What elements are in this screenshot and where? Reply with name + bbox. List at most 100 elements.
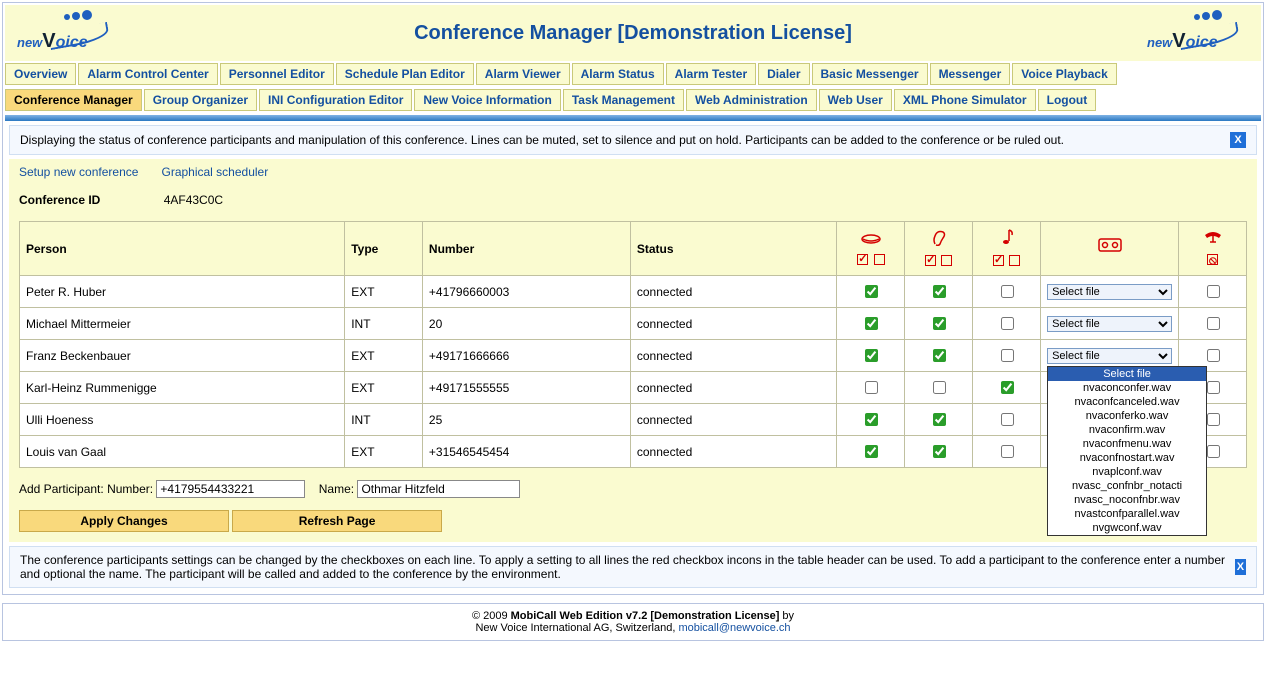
logo-right: newVoice (1143, 9, 1253, 57)
menu-item-xml-phone-simulator[interactable]: XML Phone Simulator (894, 89, 1036, 111)
close-icon[interactable]: X (1230, 132, 1246, 148)
ear-checkbox[interactable] (933, 285, 946, 298)
music-all-off[interactable] (1009, 255, 1020, 266)
mouth-checkbox[interactable] (865, 445, 878, 458)
info-text-bottom: The conference participants settings can… (20, 553, 1235, 581)
hangup-icon (1185, 229, 1240, 250)
participants-table: Person Type Number Status (19, 221, 1247, 468)
col-ear (905, 222, 973, 276)
info-text-top: Displaying the status of conference part… (20, 133, 1064, 147)
mouth-all-on[interactable] (857, 254, 868, 265)
menu-item-conference-manager[interactable]: Conference Manager (5, 89, 142, 111)
add-name-input[interactable] (357, 480, 520, 498)
hangup-checkbox[interactable] (1207, 445, 1220, 458)
menu-item-overview[interactable]: Overview (5, 63, 76, 85)
divider (5, 115, 1261, 121)
music-checkbox[interactable] (1001, 413, 1014, 426)
ear-checkbox[interactable] (933, 445, 946, 458)
file-option[interactable]: nvastconfparallel.wav (1048, 507, 1206, 521)
hangup-checkbox[interactable] (1207, 285, 1220, 298)
menu-item-basic-messenger[interactable]: Basic Messenger (812, 63, 928, 85)
file-option[interactable]: nvaconfmenu.wav (1048, 437, 1206, 451)
page-title: Conference Manager [Demonstration Licens… (123, 22, 1143, 45)
ear-checkbox[interactable] (933, 381, 946, 394)
conference-id-value: 4AF43C0C (164, 193, 223, 207)
col-number: Number (422, 222, 630, 276)
file-option[interactable]: nvaconfnostart.wav (1048, 451, 1206, 465)
music-checkbox[interactable] (1001, 445, 1014, 458)
add-number-input[interactable] (156, 480, 305, 498)
mouth-checkbox[interactable] (865, 413, 878, 426)
menu-item-group-organizer[interactable]: Group Organizer (144, 89, 257, 111)
info-bar-bottom: The conference participants settings can… (9, 546, 1257, 588)
file-option[interactable]: Select file (1048, 367, 1206, 381)
apply-changes-button[interactable]: Apply Changes (19, 510, 229, 532)
file-option[interactable]: nvaconfcanceled.wav (1048, 395, 1206, 409)
add-number-label: Number: (107, 482, 153, 496)
ear-checkbox[interactable] (933, 413, 946, 426)
header-band: newVoice Conference Manager [Demonstrati… (5, 5, 1261, 61)
col-music (973, 222, 1041, 276)
music-checkbox[interactable] (1001, 349, 1014, 362)
mouth-checkbox[interactable] (865, 317, 878, 330)
file-option[interactable]: nvgwconf.wav (1048, 521, 1206, 535)
menu-item-web-user[interactable]: Web User (819, 89, 892, 111)
menu-item-voice-playback[interactable]: Voice Playback (1012, 63, 1117, 85)
mouth-checkbox[interactable] (865, 381, 878, 394)
menu-item-alarm-control-center[interactable]: Alarm Control Center (78, 63, 217, 85)
link-setup-conference[interactable]: Setup new conference (19, 165, 138, 179)
col-hangup: ⦸ (1179, 222, 1247, 276)
menu-item-alarm-tester[interactable]: Alarm Tester (666, 63, 756, 85)
menu-item-ini-configuration-editor[interactable]: INI Configuration Editor (259, 89, 412, 111)
music-all-on[interactable] (993, 255, 1004, 266)
link-graphical-scheduler[interactable]: Graphical scheduler (161, 165, 268, 179)
hangup-all[interactable]: ⦸ (1207, 254, 1218, 265)
info-bar-top: Displaying the status of conference part… (9, 125, 1257, 155)
menu-item-messenger[interactable]: Messenger (930, 63, 1011, 85)
menu-item-schedule-plan-editor[interactable]: Schedule Plan Editor (336, 63, 474, 85)
file-option[interactable]: nvaconferko.wav (1048, 409, 1206, 423)
music-checkbox[interactable] (1001, 381, 1014, 394)
refresh-page-button[interactable]: Refresh Page (232, 510, 442, 532)
menu-row-2: Conference ManagerGroup OrganizerINI Con… (5, 87, 1261, 113)
ear-checkbox[interactable] (933, 349, 946, 362)
file-select[interactable]: Select file (1047, 284, 1172, 300)
menu-item-dialer[interactable]: Dialer (758, 63, 809, 85)
col-type: Type (345, 222, 423, 276)
mouth-icon (843, 229, 898, 250)
ear-checkbox[interactable] (933, 317, 946, 330)
ear-icon (911, 228, 966, 251)
file-option[interactable]: nvasc_noconfnbr.wav (1048, 493, 1206, 507)
logo-left: newVoice (13, 9, 123, 57)
ear-all-off[interactable] (941, 255, 952, 266)
music-checkbox[interactable] (1001, 317, 1014, 330)
hangup-checkbox[interactable] (1207, 349, 1220, 362)
menu-item-web-administration[interactable]: Web Administration (686, 89, 817, 111)
hangup-checkbox[interactable] (1207, 317, 1220, 330)
file-option[interactable]: nvaconfirm.wav (1048, 423, 1206, 437)
add-participant-label: Add Participant: (19, 482, 104, 496)
mouth-checkbox[interactable] (865, 285, 878, 298)
hangup-checkbox[interactable] (1207, 413, 1220, 426)
file-option[interactable]: nvasc_confnbr_notacti (1048, 479, 1206, 493)
col-mouth (837, 222, 905, 276)
menu-item-personnel-editor[interactable]: Personnel Editor (220, 63, 334, 85)
menu-item-alarm-status[interactable]: Alarm Status (572, 63, 664, 85)
mouth-all-off[interactable] (874, 254, 885, 265)
file-option[interactable]: nvaconconfer.wav (1048, 381, 1206, 395)
conference-id-label: Conference ID (19, 193, 100, 207)
close-icon-bottom[interactable]: X (1235, 559, 1246, 575)
file-select[interactable]: Select file (1047, 316, 1172, 332)
ear-all-on[interactable] (925, 255, 936, 266)
file-option[interactable]: nvaplconf.wav (1048, 465, 1206, 479)
hangup-checkbox[interactable] (1207, 381, 1220, 394)
file-select-dropdown[interactable]: Select filenvaconconfer.wavnvaconfcancel… (1047, 366, 1207, 536)
file-select[interactable]: Select file (1047, 348, 1172, 364)
music-checkbox[interactable] (1001, 285, 1014, 298)
menu-item-task-management[interactable]: Task Management (563, 89, 684, 111)
menu-item-logout[interactable]: Logout (1038, 89, 1097, 111)
menu-item-alarm-viewer[interactable]: Alarm Viewer (476, 63, 570, 85)
mouth-checkbox[interactable] (865, 349, 878, 362)
footer-email-link[interactable]: mobicall@newvoice.ch (678, 622, 790, 634)
menu-item-new-voice-information[interactable]: New Voice Information (414, 89, 560, 111)
